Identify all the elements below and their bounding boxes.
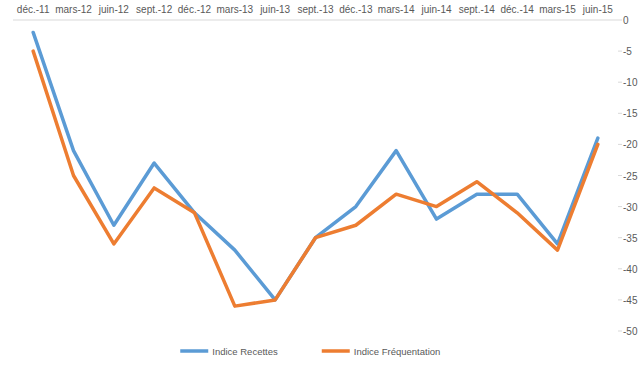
y-tick xyxy=(618,268,622,269)
y-tick xyxy=(618,20,622,21)
y-tick-label: -10 xyxy=(623,77,638,88)
category-axis xyxy=(13,20,618,21)
legend: Indice Recettes Indice Fréquentation xyxy=(180,346,440,357)
x-tick-label: juin-13 xyxy=(259,4,290,15)
x-tick-label: juin-15 xyxy=(582,4,613,15)
x-tick-label: sept.-14 xyxy=(459,4,496,15)
x-tick-label: sept.-13 xyxy=(297,4,334,15)
x-tick-label: déc.-12 xyxy=(178,4,212,15)
y-tick xyxy=(618,144,622,145)
y-tick xyxy=(618,299,622,300)
y-tick-label: -15 xyxy=(623,108,638,119)
legend-label: Indice Recettes xyxy=(212,346,278,357)
plot-area xyxy=(33,32,598,306)
y-tick xyxy=(618,331,622,332)
y-tick xyxy=(618,82,622,83)
x-tick-label: mars-13 xyxy=(216,4,253,15)
y-tick-label: -5 xyxy=(623,46,632,57)
x-tick-label: déc.-14 xyxy=(500,4,534,15)
y-tick-label: -35 xyxy=(623,233,638,244)
y-tick-label: -30 xyxy=(623,202,638,213)
x-tick-label: sept.-12 xyxy=(136,4,173,15)
y-tick xyxy=(618,175,622,176)
legend-swatch xyxy=(180,349,208,353)
chart-container: 0 -5 -10 -15 -20 -25 -30 -35 -40 -45 -50 déc.-11 mar… xyxy=(0,0,640,365)
x-tick-label: juin-12 xyxy=(98,4,129,15)
y-tick-label: 0 xyxy=(623,15,629,26)
x-tick-label: déc.-13 xyxy=(339,4,373,15)
y-tick xyxy=(618,113,622,114)
x-tick-label: déc.-11 xyxy=(17,4,50,15)
chart: 0 -5 -10 -15 -20 -25 -30 -35 -40 -45 -50 déc.-11 mar… xyxy=(0,0,640,365)
y-tick xyxy=(618,237,622,238)
y-tick-label: -50 xyxy=(623,326,638,337)
y-tick xyxy=(618,206,622,207)
x-tick-label: mars-15 xyxy=(539,4,576,15)
series-line xyxy=(33,32,598,299)
x-tick-label: mars-14 xyxy=(378,4,415,15)
y-tick-label: -45 xyxy=(623,295,638,306)
y-tick-label: -25 xyxy=(623,171,638,182)
legend-label: Indice Fréquentation xyxy=(354,346,441,357)
y-tick-label: -40 xyxy=(623,264,638,275)
legend-swatch xyxy=(322,349,350,353)
x-tick-label: juin-14 xyxy=(420,4,451,15)
series-line xyxy=(33,51,598,306)
x-tick-label: mars-12 xyxy=(55,4,92,15)
y-tick xyxy=(618,51,622,52)
y-tick-label: -20 xyxy=(623,139,638,150)
